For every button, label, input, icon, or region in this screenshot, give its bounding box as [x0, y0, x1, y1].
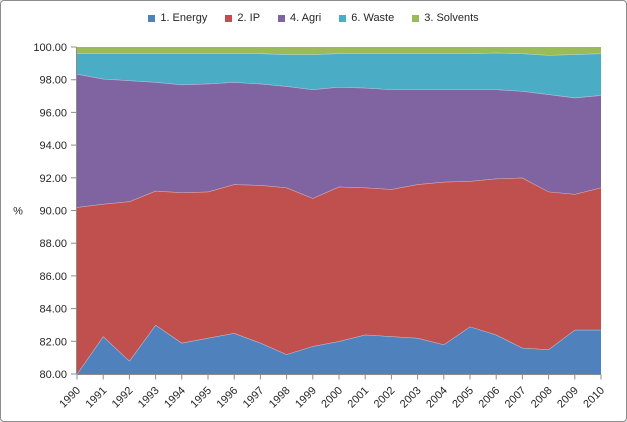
- legend-item-solvents[interactable]: 3. Solvents: [412, 12, 479, 24]
- y-tick-label: 100.00: [33, 42, 67, 54]
- y-axis-title: %: [13, 206, 23, 218]
- x-tick-label: 2008: [529, 385, 555, 411]
- x-tick-label: 2004: [424, 385, 450, 411]
- legend-label-energy: 1. Energy: [160, 12, 208, 24]
- y-tick-label: 92.00: [39, 173, 67, 185]
- x-tick-label: 2002: [372, 385, 398, 411]
- y-tick-label: 96.00: [39, 107, 67, 119]
- legend-label-waste: 6. Waste: [351, 12, 395, 24]
- y-tick-label: 86.00: [39, 271, 67, 283]
- y-tick-label: 88.00: [39, 238, 67, 250]
- x-tick-label: 1995: [188, 385, 214, 411]
- area-6-waste[interactable]: [77, 52, 601, 98]
- legend-label-ip: 2. IP: [237, 12, 261, 24]
- legend-swatch-solvents-icon: [412, 14, 420, 22]
- y-tick-label: 98.00: [39, 75, 67, 87]
- y-tick-label: 82.00: [39, 336, 67, 348]
- y-tick-label: 84.00: [39, 304, 67, 316]
- x-tick-label: 2006: [477, 385, 503, 411]
- legend-item-energy[interactable]: 1. Energy: [148, 12, 207, 24]
- legend-label-agri: 4. Agri: [290, 12, 322, 24]
- x-tick-label: 1992: [110, 385, 136, 411]
- legend-label-solvents: 3. Solvents: [424, 12, 479, 24]
- x-tick-label: 1994: [162, 385, 188, 411]
- x-tick-label: 2005: [450, 385, 476, 411]
- y-tick-label: 94.00: [39, 140, 67, 152]
- area-1-energy[interactable]: [77, 324, 601, 374]
- x-tick-label: 2010: [581, 385, 607, 411]
- x-tick-label: 2003: [398, 385, 424, 411]
- y-tick-label: 80.00: [39, 369, 67, 381]
- x-tick-label: 1996: [215, 385, 241, 411]
- area-3-solvents[interactable]: [77, 47, 601, 56]
- area-4-agri[interactable]: [77, 73, 601, 208]
- legend-swatch-ip-icon: [225, 14, 233, 22]
- x-tick-label: 1990: [57, 385, 83, 411]
- legend-swatch-energy-icon: [148, 14, 156, 22]
- legend-swatch-waste-icon: [339, 14, 347, 22]
- x-tick-label: 1998: [267, 385, 293, 411]
- x-tick-label: 2009: [555, 385, 581, 411]
- legend-swatch-agri-icon: [278, 14, 286, 22]
- x-tick-label: 1997: [241, 385, 267, 411]
- y-tick-label: 90.00: [39, 206, 67, 218]
- x-tick-label: 1993: [136, 385, 162, 411]
- legend-item-waste[interactable]: 6. Waste: [339, 12, 394, 24]
- x-tick-label: 1999: [293, 385, 319, 411]
- x-tick-label: 2001: [346, 385, 372, 411]
- legend-item-ip[interactable]: 2. IP: [225, 12, 260, 24]
- x-tick-label: 1991: [84, 385, 110, 411]
- chart-legend: 1. Energy 2. IP 4. Agri 6. Waste 3. Solv…: [1, 12, 626, 24]
- x-tick-label: 2007: [503, 385, 529, 411]
- x-tick-label: 2000: [319, 385, 345, 411]
- area-2-ip[interactable]: [77, 177, 601, 374]
- legend-item-agri[interactable]: 4. Agri: [278, 12, 321, 24]
